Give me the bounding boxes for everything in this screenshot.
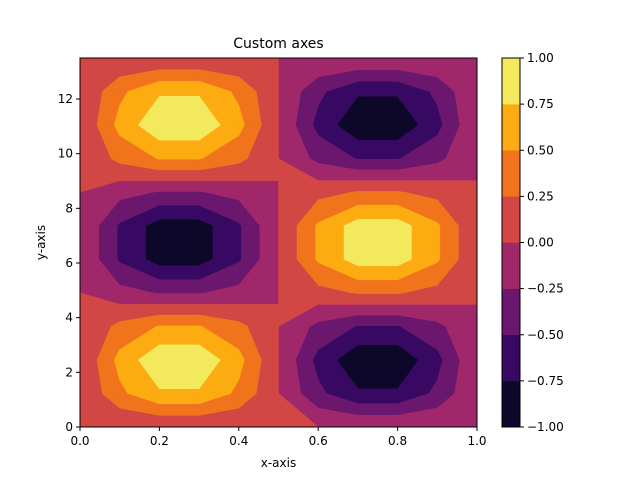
colorbar-segment-6 [501,103,521,151]
plot-frame [79,57,478,428]
y-tick-label: 4 [65,311,73,325]
colorbar-tick-label: 0.00 [527,236,554,250]
colorbar-tick-label: 1.00 [527,51,554,65]
x-tick-label: 0.0 [70,434,89,448]
chart-title: Custom axes [233,36,323,52]
x-axis-label: x-axis [261,456,296,470]
colorbar-tick-label: 0.50 [527,143,554,157]
colorbar-tick-label: −0.25 [527,282,564,296]
y-tick-label: 6 [65,256,73,270]
plot-area [80,58,477,427]
x-tick-label: 0.6 [309,434,328,448]
colorbar: −1.00 −0.75 −0.50 −0.25 0.00 0.25 0.50 0.75 1.00 [501,51,564,434]
colorbar-segment-2 [501,288,521,335]
y-tick-label: 8 [65,201,73,215]
y-tick-label: 2 [65,365,73,379]
colorbar-tick-label: −1.00 [527,420,564,434]
y-axis-label: y-axis [34,225,48,260]
y-tick-label: 12 [58,92,73,106]
y-axis-ticks: 0 2 4 6 8 10 12 [58,92,80,434]
colorbar-segment-3 [501,242,521,289]
colorbar-tick-label: −0.75 [527,374,564,388]
y-tick-label: 0 [65,420,73,434]
colorbar-segment-4 [501,196,521,243]
y-tick-label: 10 [58,147,73,161]
colorbar-segment-5 [501,150,521,197]
x-tick-label: 0.2 [150,434,169,448]
contour-band-7 [137,95,412,390]
x-tick-label: 0.8 [388,434,407,448]
colorbar-tick-label: 0.75 [527,97,554,111]
colorbar-segment-0 [501,380,521,428]
colorbar-segment-1 [501,334,521,382]
x-tick-label: 0.4 [229,434,248,448]
colorbar-tick-label: −0.50 [527,328,564,342]
x-axis-ticks: 0.0 0.2 0.4 0.6 0.8 1.0 [70,427,487,448]
x-tick-label: 1.0 [467,434,486,448]
colorbar-segment-7 [501,57,521,105]
colorbar-tick-label: 0.25 [527,189,554,203]
